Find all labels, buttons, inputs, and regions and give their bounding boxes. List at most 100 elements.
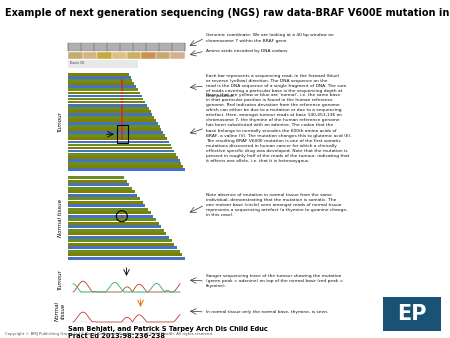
Bar	[121, 79, 123, 82]
Bar	[68, 208, 148, 211]
Bar	[121, 135, 123, 137]
Bar	[68, 60, 138, 68]
Bar	[121, 122, 123, 125]
Text: Tumour: Tumour	[58, 270, 63, 290]
Bar	[68, 232, 166, 235]
Bar	[68, 243, 175, 246]
Bar	[68, 79, 132, 82]
Bar	[121, 116, 123, 119]
Bar	[68, 190, 135, 193]
Text: Exon 15: Exon 15	[70, 61, 85, 65]
Bar	[68, 128, 162, 131]
Text: Normal
tissue: Normal tissue	[54, 301, 65, 321]
Bar	[68, 144, 171, 146]
Bar	[68, 229, 164, 232]
Bar	[121, 82, 123, 85]
Bar	[68, 86, 136, 88]
Bar	[68, 201, 143, 204]
Bar	[68, 225, 161, 228]
Bar	[97, 52, 112, 59]
Bar	[68, 215, 153, 218]
Bar	[68, 257, 185, 260]
Text: Tumour: Tumour	[58, 112, 63, 132]
Bar	[68, 113, 153, 116]
Text: Sanger sequencing trace of the tumour showing the mutation
(green peak = adenine: Sanger sequencing trace of the tumour sh…	[206, 274, 343, 288]
Text: Normal tissue: Normal tissue	[58, 199, 63, 237]
Bar	[68, 150, 174, 152]
Text: Each bar represents a sequencing read, in the forward (blue)
or reverse (yellow): Each bar represents a sequencing read, i…	[206, 74, 346, 98]
Bar	[121, 138, 123, 140]
Bar	[68, 125, 160, 128]
Bar	[112, 52, 126, 59]
Bar	[68, 159, 180, 162]
Bar	[117, 125, 128, 143]
Bar	[141, 52, 156, 59]
Bar	[68, 95, 141, 97]
Bar	[68, 98, 144, 100]
Bar	[68, 156, 178, 159]
Bar	[121, 128, 123, 131]
Bar	[121, 104, 123, 106]
Bar	[68, 89, 138, 91]
Bar	[68, 176, 124, 179]
Bar	[68, 135, 165, 137]
Bar	[68, 92, 140, 94]
Bar	[68, 119, 156, 122]
Bar	[68, 116, 154, 119]
Bar	[68, 138, 167, 140]
Bar	[68, 246, 177, 249]
Bar	[68, 162, 181, 165]
Bar	[121, 95, 123, 97]
Text: Sam Behjati, and Patrick S Tarpey Arch Dis Child Educ
Pract Ed 2013;98:236-238: Sam Behjati, and Patrick S Tarpey Arch D…	[68, 326, 268, 338]
Bar	[121, 131, 123, 134]
Bar	[68, 107, 149, 110]
Bar	[68, 222, 158, 225]
Bar	[68, 43, 185, 51]
Bar	[68, 104, 147, 106]
Bar	[121, 89, 123, 91]
Bar	[68, 101, 145, 103]
Text: Note absence of mutation in normal tissue from the same
individual, demonstratin: Note absence of mutation in normal tissu…	[206, 193, 347, 217]
Bar	[68, 250, 180, 253]
Bar	[68, 122, 158, 125]
Text: In normal tissue only the normal base, thymine, is seen.: In normal tissue only the normal base, t…	[206, 310, 328, 314]
Bar	[68, 218, 156, 221]
Bar	[68, 183, 130, 186]
Bar	[68, 236, 169, 239]
Bar	[121, 113, 123, 116]
Bar	[121, 110, 123, 113]
Bar	[121, 215, 123, 218]
Bar	[83, 52, 97, 59]
Bar	[68, 110, 151, 113]
Bar	[121, 101, 123, 103]
Text: Bases that are yellow or blue are ‘normal’, i.e. the same base
in that particula: Bases that are yellow or blue are ‘norma…	[206, 93, 351, 163]
Bar	[68, 194, 137, 197]
Bar	[68, 253, 182, 256]
Bar	[68, 141, 169, 143]
Bar	[68, 52, 83, 59]
Text: Amino acids encoded by DNA codons: Amino acids encoded by DNA codons	[206, 49, 288, 53]
Bar	[68, 187, 132, 190]
Bar	[68, 239, 172, 242]
Bar	[68, 82, 134, 85]
Bar	[121, 119, 123, 122]
Bar	[68, 153, 176, 155]
Bar	[156, 52, 171, 59]
Bar	[121, 86, 123, 88]
Bar	[68, 131, 163, 134]
Bar	[68, 73, 129, 76]
Bar	[126, 52, 141, 59]
Bar	[68, 147, 172, 149]
Bar	[68, 211, 151, 214]
Bar	[121, 107, 123, 110]
Text: Example of next generation sequencing (NGS) raw data-BRAF V600E mutation in mela: Example of next generation sequencing (N…	[5, 8, 450, 18]
Bar	[121, 98, 123, 100]
Text: EP: EP	[397, 304, 427, 324]
Bar	[68, 165, 183, 168]
Bar	[68, 180, 127, 183]
Bar	[68, 76, 130, 79]
Bar	[68, 168, 185, 171]
Text: Copyright © BMJ Publishing Group Ltd & Royal College of Paediatrics and Child He: Copyright © BMJ Publishing Group Ltd & R…	[5, 332, 213, 336]
Text: Genomic coordinate: We are looking at a 40 bp window on
chromosome 7 within the : Genomic coordinate: We are looking at a …	[206, 33, 333, 43]
Bar	[68, 197, 140, 200]
